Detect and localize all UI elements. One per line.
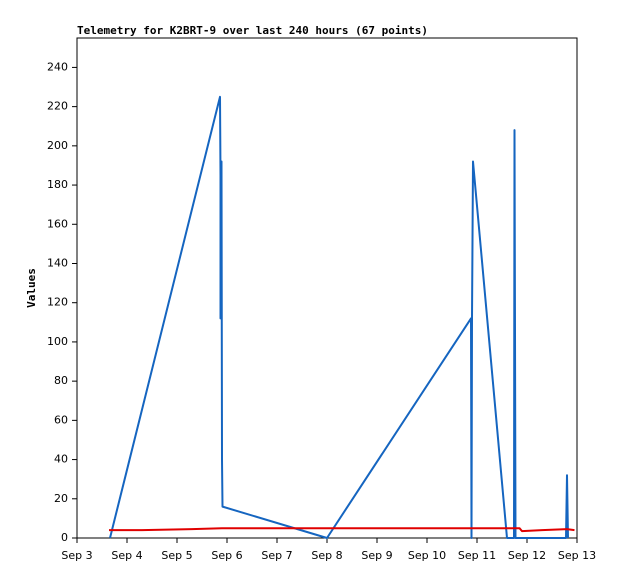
- y-tick-label: 60: [54, 413, 68, 426]
- x-tick-label: Sep 10: [408, 549, 446, 562]
- y-tick-label: 80: [54, 374, 68, 387]
- y-tick-label: 40: [54, 453, 68, 466]
- y-axis-label: Values: [25, 268, 38, 308]
- series-line: [109, 527, 575, 533]
- y-tick-label: 180: [47, 178, 68, 191]
- series-line: [109, 95, 569, 539]
- x-tick-label: Sep 3: [61, 549, 92, 562]
- y-tick-label: 0: [61, 531, 68, 544]
- y-tick-label: 220: [47, 100, 68, 113]
- y-tick-label: 160: [47, 217, 68, 230]
- y-tick-label: 120: [47, 296, 68, 309]
- y-tick-label: 20: [54, 492, 68, 505]
- x-tick-label: Sep 6: [211, 549, 242, 562]
- x-tick-label: Sep 13: [558, 549, 596, 562]
- x-tick-label: Sep 9: [361, 549, 392, 562]
- x-tick-label: Sep 11: [458, 549, 496, 562]
- y-tick-label: 200: [47, 139, 68, 152]
- y-tick-label: 100: [47, 335, 68, 348]
- chart-title: Telemetry for K2BRT-9 over last 240 hour…: [77, 24, 428, 37]
- x-tick-label: Sep 4: [111, 549, 142, 562]
- x-tick-label: Sep 7: [261, 549, 292, 562]
- y-tick-label: 140: [47, 256, 68, 269]
- x-tick-label: Sep 8: [311, 549, 342, 562]
- x-tick-label: Sep 12: [508, 549, 546, 562]
- y-tick-label: 240: [47, 60, 68, 73]
- x-tick-label: Sep 5: [161, 549, 192, 562]
